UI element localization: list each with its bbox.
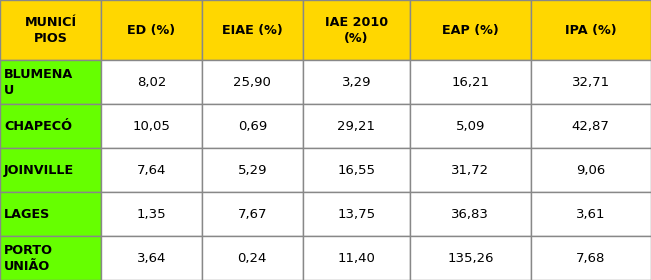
Bar [410, 104, 531, 148]
Bar [531, 60, 651, 104]
Bar [101, 148, 202, 192]
Text: 7,68: 7,68 [576, 251, 605, 265]
Bar [303, 0, 410, 60]
Text: LAGES: LAGES [4, 207, 50, 221]
Bar [202, 148, 303, 192]
Bar [531, 236, 651, 280]
Bar [0, 148, 101, 192]
Text: 7,64: 7,64 [137, 164, 166, 177]
Text: CHAPECÓ: CHAPECÓ [4, 120, 72, 133]
Text: BLUMENA
U: BLUMENA U [4, 68, 73, 97]
Text: 3,64: 3,64 [137, 251, 166, 265]
Bar [410, 236, 531, 280]
Bar [0, 0, 101, 60]
Text: 16,21: 16,21 [451, 76, 490, 89]
Text: 0,24: 0,24 [238, 251, 267, 265]
Text: IAE 2010
(%): IAE 2010 (%) [325, 16, 388, 45]
Text: 3,61: 3,61 [576, 207, 605, 221]
Bar [531, 148, 651, 192]
Bar [0, 192, 101, 236]
Text: 5,09: 5,09 [456, 120, 485, 133]
Text: 42,87: 42,87 [572, 120, 610, 133]
Text: 3,29: 3,29 [342, 76, 371, 89]
Text: 5,29: 5,29 [238, 164, 267, 177]
Text: 1,35: 1,35 [137, 207, 166, 221]
Bar [303, 236, 410, 280]
Bar [202, 60, 303, 104]
Bar [410, 148, 531, 192]
Text: 29,21: 29,21 [337, 120, 376, 133]
Bar [101, 104, 202, 148]
Text: EAP (%): EAP (%) [442, 24, 499, 37]
Text: 10,05: 10,05 [132, 120, 171, 133]
Bar [410, 192, 531, 236]
Text: 8,02: 8,02 [137, 76, 166, 89]
Text: 9,06: 9,06 [576, 164, 605, 177]
Bar [303, 60, 410, 104]
Text: MUNICÍ
PIOS: MUNICÍ PIOS [24, 16, 77, 45]
Text: 25,90: 25,90 [233, 76, 271, 89]
Text: JOINVILLE: JOINVILLE [4, 164, 74, 177]
Bar [410, 0, 531, 60]
Text: PORTO
UNIÃO: PORTO UNIÃO [4, 244, 53, 272]
Text: EIAE (%): EIAE (%) [222, 24, 283, 37]
Text: 0,69: 0,69 [238, 120, 267, 133]
Bar [303, 104, 410, 148]
Bar [0, 236, 101, 280]
Text: 11,40: 11,40 [337, 251, 376, 265]
Text: 16,55: 16,55 [337, 164, 376, 177]
Bar [0, 60, 101, 104]
Text: ED (%): ED (%) [128, 24, 175, 37]
Bar [531, 104, 651, 148]
Bar [101, 60, 202, 104]
Bar [101, 192, 202, 236]
Bar [202, 236, 303, 280]
Bar [202, 192, 303, 236]
Bar [202, 104, 303, 148]
Text: IPA (%): IPA (%) [565, 24, 616, 37]
Bar [303, 148, 410, 192]
Text: 31,72: 31,72 [451, 164, 490, 177]
Text: 7,67: 7,67 [238, 207, 267, 221]
Bar [531, 192, 651, 236]
Text: 32,71: 32,71 [572, 76, 610, 89]
Bar [202, 0, 303, 60]
Bar [0, 104, 101, 148]
Bar [303, 192, 410, 236]
Bar [101, 236, 202, 280]
Bar [531, 0, 651, 60]
Text: 36,83: 36,83 [451, 207, 490, 221]
Text: 13,75: 13,75 [337, 207, 376, 221]
Text: 135,26: 135,26 [447, 251, 493, 265]
Bar [101, 0, 202, 60]
Bar [410, 60, 531, 104]
